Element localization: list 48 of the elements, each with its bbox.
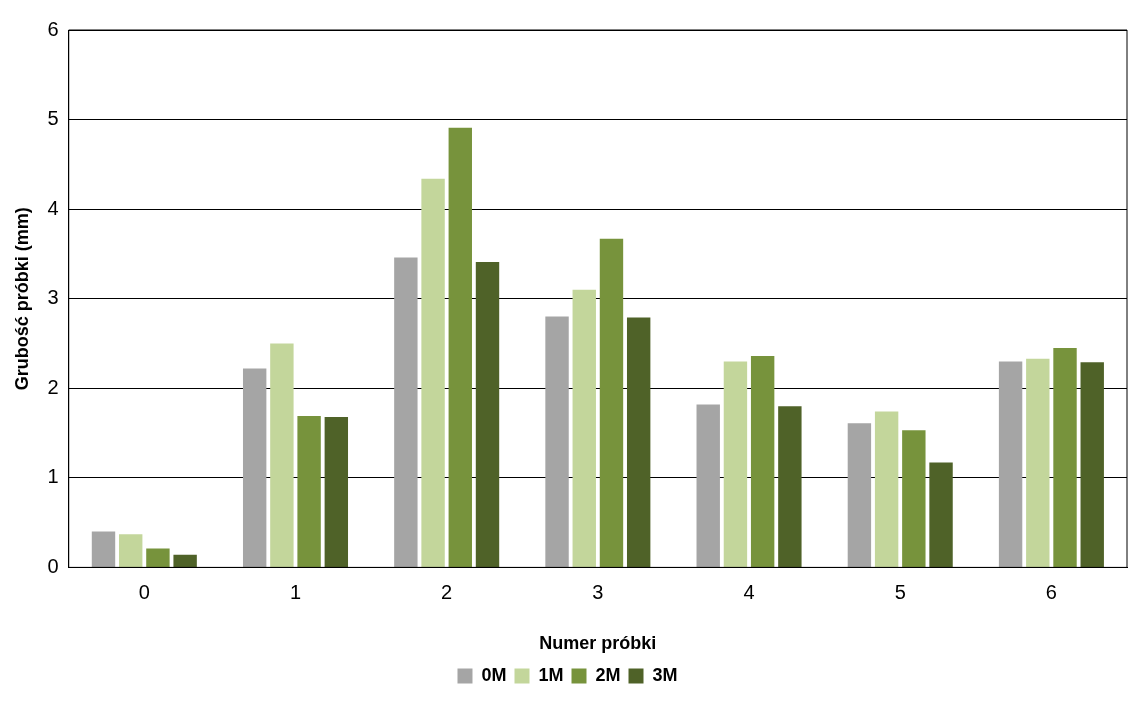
y-tick-label: 6 [47,17,59,40]
bar [324,416,349,567]
legend-label: 2M [595,664,621,685]
y-tick-label: 1 [47,465,59,488]
bar [1026,358,1050,567]
x-axis-title: Numer próbki [539,633,657,654]
bar [874,411,899,567]
y-tick-label: 5 [47,107,59,130]
bar [750,356,775,567]
bar [394,257,418,567]
legend-label: 0M [481,664,507,685]
bar [696,404,720,567]
bar [421,178,445,567]
x-tick-label: 1 [289,580,302,603]
bar [1080,362,1104,567]
x-tick-label: 2 [441,580,453,603]
bar [572,289,596,567]
bar [91,531,116,567]
bar [902,430,926,567]
legend-label: 3M [652,664,678,685]
x-tick-label: 5 [894,580,906,603]
x-tick-label: 0 [138,580,150,603]
y-tick-label: 4 [47,196,59,219]
y-tick-label: 0 [47,554,59,577]
bar [1053,347,1077,567]
bar [297,416,321,567]
x-tick-label: 6 [1045,580,1057,603]
bar [778,406,802,567]
bar [173,554,197,567]
legend-label: 1M [538,664,564,685]
bar [475,261,500,567]
x-tick-label: 4 [743,580,755,603]
bar [626,317,651,567]
bar [545,316,569,567]
y-tick-label: 2 [47,375,59,398]
bar [448,127,472,567]
bar [929,462,953,567]
bar [270,343,294,567]
y-tick-label: 3 [47,286,59,309]
y-axis-title: Grubość próbki (mm) [11,207,32,391]
bar [723,361,748,567]
bar [242,368,267,567]
bar [599,238,624,567]
bar [847,423,872,567]
bar [998,361,1023,567]
bar [146,548,170,567]
bar [119,534,143,567]
x-tick-label: 3 [592,580,604,603]
